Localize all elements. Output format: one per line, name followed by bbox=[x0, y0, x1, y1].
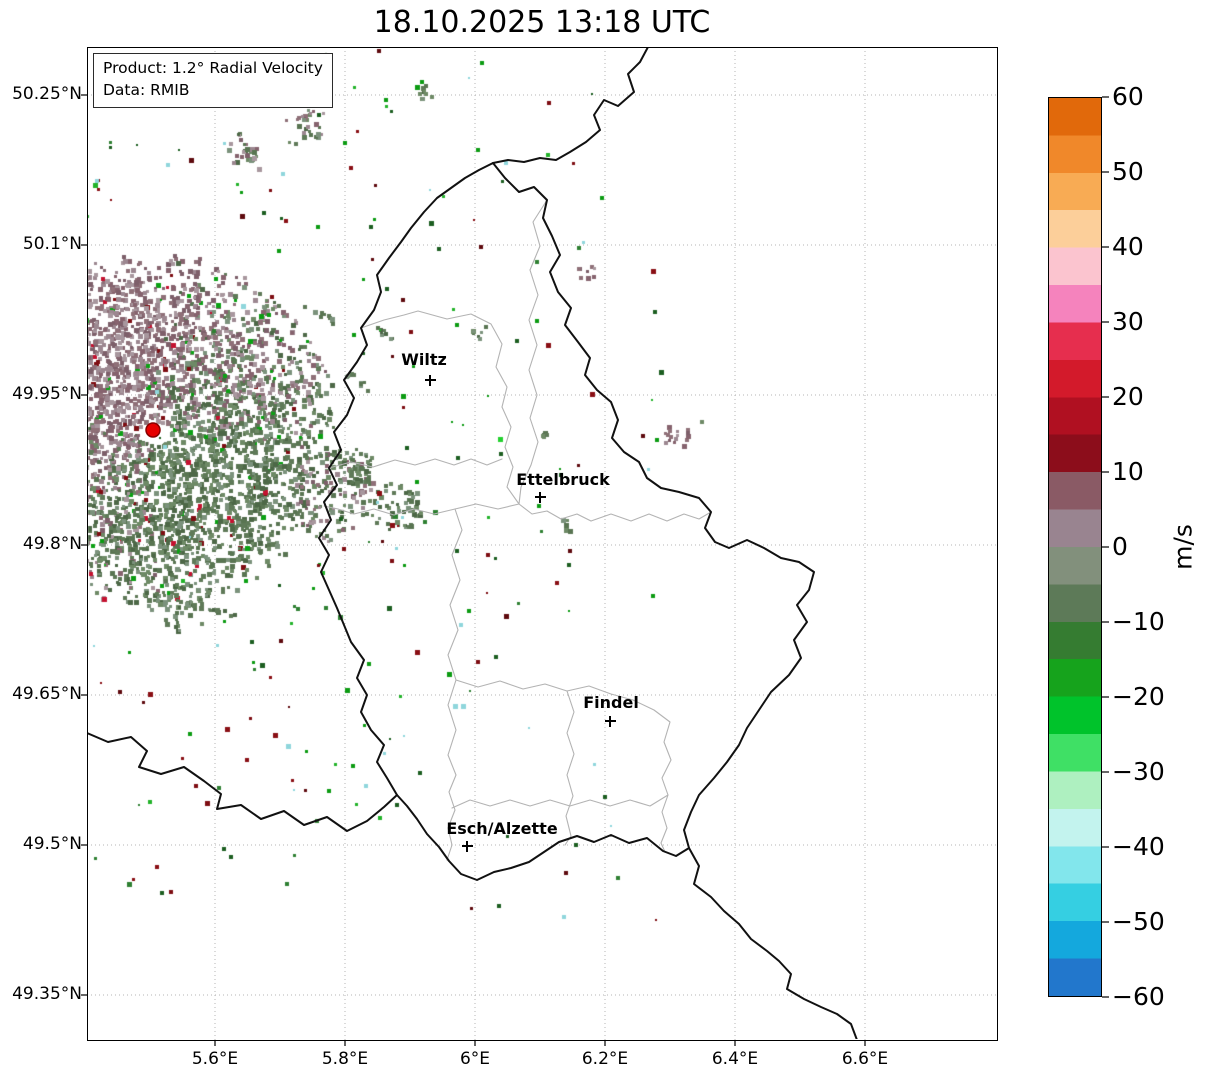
product-info-box: Product: 1.2° Radial Velocity Data: RMIB bbox=[93, 53, 333, 108]
x-tick-label: 6°E bbox=[459, 1049, 491, 1069]
product-info-line2: Data: RMIB bbox=[103, 81, 190, 100]
colorbar-tick-label: 0 bbox=[1112, 532, 1128, 561]
colorbar-tick-label: 60 bbox=[1112, 82, 1144, 111]
colorbar-tick-label: 20 bbox=[1112, 382, 1144, 411]
district-border bbox=[451, 794, 669, 809]
district-border bbox=[590, 511, 712, 522]
x-tick-label: 6.6°E bbox=[841, 1049, 889, 1069]
city-label: Wiltz bbox=[401, 350, 447, 369]
colorbar-tick-label: 30 bbox=[1112, 307, 1144, 336]
x-tick-label: 5.6°E bbox=[191, 1049, 239, 1069]
y-tick-label: 50.25°N bbox=[12, 84, 82, 104]
colorbar-tick-label: −60 bbox=[1112, 982, 1165, 1011]
colorbar-tick-label: 10 bbox=[1112, 457, 1144, 486]
colorbar-unit-label: m/s bbox=[1168, 524, 1198, 570]
y-tick-label: 49.8°N bbox=[22, 534, 82, 554]
city-marker bbox=[461, 840, 473, 852]
district-border bbox=[360, 310, 508, 408]
district-border bbox=[323, 503, 520, 516]
city-label: Esch/Alzette bbox=[446, 819, 558, 838]
city-label: Findel bbox=[583, 693, 639, 712]
colorbar-tick-label: −20 bbox=[1112, 682, 1165, 711]
colorbar bbox=[1048, 97, 1102, 997]
x-tick-label: 5.8°E bbox=[321, 1049, 369, 1069]
y-tick-label: 49.35°N bbox=[12, 984, 82, 1004]
x-tick-label: 6.4°E bbox=[711, 1049, 759, 1069]
colorbar-tick-label: −50 bbox=[1112, 907, 1165, 936]
colorbar-tick-label: 40 bbox=[1112, 232, 1144, 261]
city-label: Ettelbruck bbox=[516, 470, 610, 489]
city-marker bbox=[424, 374, 436, 386]
figure-title: 18.10.2025 13:18 UTC bbox=[373, 5, 711, 40]
colorbar-tick-label: 50 bbox=[1112, 157, 1144, 186]
district-border bbox=[328, 458, 503, 469]
district-border bbox=[501, 406, 592, 522]
district-border bbox=[446, 508, 463, 861]
x-tick-label: 6.2°E bbox=[581, 1049, 629, 1069]
district-border bbox=[564, 690, 575, 846]
colorbar-tick-label: −30 bbox=[1112, 757, 1165, 786]
neighbor-country-border bbox=[492, 48, 649, 164]
neighbor-country-border bbox=[688, 847, 858, 1039]
colorbar-tick-label: −10 bbox=[1112, 607, 1165, 636]
colorbar-tick-label: −40 bbox=[1112, 832, 1165, 861]
district-border bbox=[518, 199, 548, 505]
city-marker bbox=[534, 491, 546, 503]
product-info-line1: Product: 1.2° Radial Velocity bbox=[103, 59, 323, 77]
y-tick-label: 50.1°N bbox=[22, 234, 82, 254]
district-border bbox=[455, 679, 672, 853]
y-tick-label: 49.65°N bbox=[12, 684, 82, 704]
city-marker bbox=[604, 715, 616, 727]
radar-site-marker bbox=[145, 422, 161, 438]
luxembourg-border bbox=[318, 162, 815, 881]
neighbor-country-border bbox=[88, 732, 398, 832]
y-tick-label: 49.5°N bbox=[22, 834, 82, 854]
y-tick-label: 49.95°N bbox=[12, 384, 82, 404]
